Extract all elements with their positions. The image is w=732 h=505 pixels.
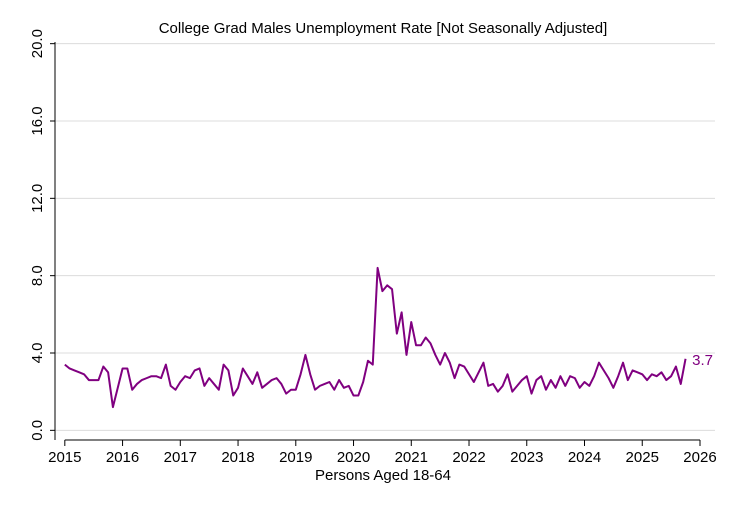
x-tick-label: 2023 <box>510 449 543 466</box>
y-tick-label: 16.0 <box>29 106 46 135</box>
y-tick-label: 20.0 <box>29 29 46 58</box>
y-tick-label: 4.0 <box>29 343 46 364</box>
chart-title: College Grad Males Unemployment Rate [No… <box>159 20 608 37</box>
x-tick-label: 2024 <box>568 449 601 466</box>
x-tick-label: 2015 <box>48 449 81 466</box>
line-series <box>64 266 687 409</box>
x-axis-title: Persons Aged 18-64 <box>315 467 451 484</box>
x-tick-label: 2025 <box>626 449 659 466</box>
end-label: 3.7 <box>692 352 713 369</box>
x-tick-label: 2016 <box>106 449 139 466</box>
x-tick-label: 2022 <box>452 449 485 466</box>
x-tick-label: 2021 <box>395 449 428 466</box>
x-tick-label: 2017 <box>164 449 197 466</box>
y-tick-label: 8.0 <box>29 265 46 286</box>
x-tick-label: 2020 <box>337 449 370 466</box>
y-tick-label: 12.0 <box>29 184 46 213</box>
y-tick-label: 0.0 <box>29 420 46 441</box>
x-tick-label: 2019 <box>279 449 312 466</box>
x-tick-label: 2026 <box>683 449 716 466</box>
x-tick-label: 2018 <box>221 449 254 466</box>
